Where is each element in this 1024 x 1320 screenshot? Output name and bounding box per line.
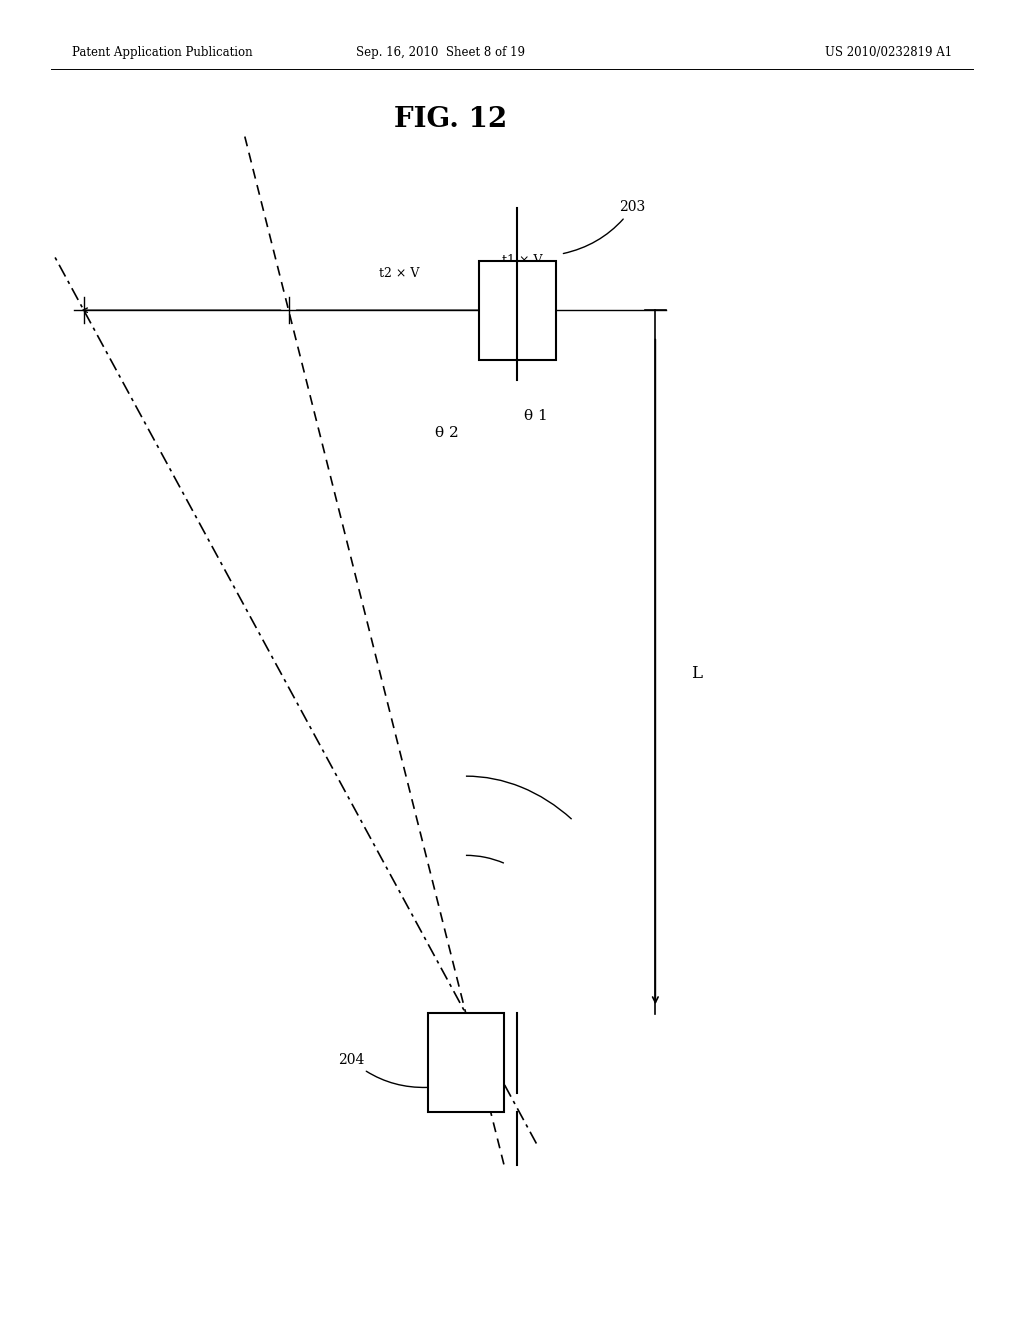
Text: Patent Application Publication: Patent Application Publication	[72, 46, 252, 59]
Text: t2 × V: t2 × V	[379, 267, 420, 280]
Text: US 2010/0232819 A1: US 2010/0232819 A1	[825, 46, 952, 59]
Text: FIG. 12: FIG. 12	[394, 106, 507, 132]
Text: L: L	[691, 665, 701, 681]
Text: 204: 204	[338, 1053, 427, 1088]
Text: 203: 203	[563, 201, 646, 253]
Text: t1 × V: t1 × V	[502, 253, 543, 267]
Bar	[428, 1014, 505, 1111]
Text: θ 1: θ 1	[524, 409, 548, 422]
Bar	[479, 261, 555, 359]
Text: θ 2: θ 2	[435, 426, 459, 440]
Text: Sep. 16, 2010  Sheet 8 of 19: Sep. 16, 2010 Sheet 8 of 19	[355, 46, 525, 59]
